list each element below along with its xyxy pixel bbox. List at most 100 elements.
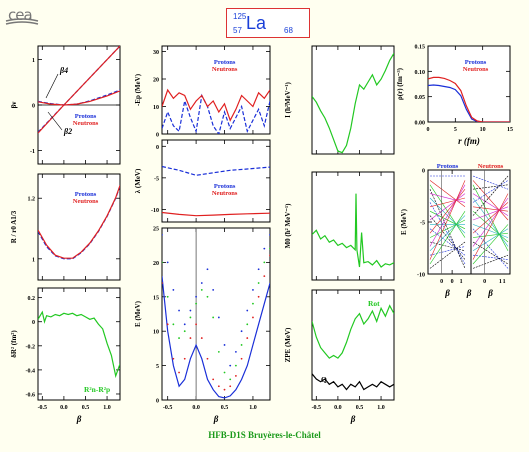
beta4-pointer — [45, 73, 59, 99]
neutron-number: 68 — [284, 26, 293, 35]
deformation-ylabel: βν — [10, 101, 18, 109]
zpe-series-1-line — [312, 373, 394, 391]
energy-xtick-label: 0.5 — [221, 405, 229, 411]
fermi-ylabel: λ (MeV) — [134, 168, 142, 193]
spectrum-level — [429, 193, 466, 203]
spectrum-ytick-label: 0 — [422, 169, 425, 175]
energy-ytick-label: 10 — [153, 330, 159, 336]
density-ytick-label: 0.05 — [415, 95, 426, 101]
spectrum-level — [472, 197, 509, 247]
energy-series-2-point — [212, 316, 215, 319]
q-annotation: Q — [321, 375, 327, 384]
spectrum-level — [429, 211, 466, 265]
pairing_gap-legend-protons: Protons — [214, 59, 236, 66]
energy-series-0-line — [162, 276, 270, 399]
spectrum-level — [472, 254, 509, 269]
energy-series-2-point — [166, 295, 169, 298]
deltaR2-xlabel: β — [76, 414, 82, 424]
energy-series-1-point — [269, 233, 270, 236]
energy-series-1-point — [189, 309, 192, 312]
density-series-1-line — [428, 76, 510, 122]
energy-series-2-point — [200, 289, 203, 291]
zpe-xtick-label: 1.0 — [377, 405, 385, 411]
deltaR2-ytick-label: 0 — [32, 320, 35, 326]
density-xtick-label: 10 — [480, 127, 486, 133]
pairing_gap-ytick-label: 20 — [153, 78, 159, 84]
energy-series-1-point — [263, 247, 266, 250]
spectrum-level — [429, 241, 466, 252]
logo-swoosh-icon — [5, 18, 39, 25]
zpe-xlabel: β — [350, 414, 356, 424]
spectrum-level — [472, 175, 509, 190]
energy-series-1-point — [223, 344, 226, 346]
fermi-ytick-label: 0 — [156, 145, 159, 151]
energy-series-1-point — [212, 289, 215, 291]
energy-series-1-point — [183, 323, 186, 326]
spectrum-ytick-label: -5 — [420, 221, 425, 227]
mass-ylabel: M0 (ħ² MeV⁻¹) — [284, 203, 292, 248]
density-legend-protons: Protons — [465, 59, 487, 66]
energy-series-3-point — [240, 357, 243, 360]
inertia-series-0-line — [312, 52, 394, 154]
spectrum-level — [472, 206, 509, 212]
density-ylabel: ρ(r) (fm⁻³) — [396, 67, 404, 100]
spectrum-title-1: Neutrons — [478, 163, 504, 170]
spectrum-level — [472, 224, 509, 265]
energy-series-3-point — [172, 357, 175, 360]
cea-logo: cea — [4, 6, 40, 28]
energy-series-3-point — [183, 357, 186, 360]
pairing_gap-ytick-label: 30 — [153, 50, 159, 56]
spectrum-level — [429, 228, 466, 256]
energy-series-3-point — [257, 295, 260, 298]
energy-series-3-point — [189, 337, 192, 339]
energy-ytick-label: 25 — [153, 227, 159, 233]
deltaR2-series-0-line — [38, 310, 120, 379]
radius-ytick-label: 1 — [32, 257, 35, 263]
density-xlabel: r (fm) — [458, 136, 480, 146]
radius-legend-neutrons: Neutrons — [73, 198, 99, 205]
spectrum-level — [429, 241, 466, 269]
energy-series-1-point — [252, 289, 254, 291]
rot-annotation: Rot — [368, 299, 380, 308]
inertia-ylabel: I (ħ²MeV⁻¹) — [284, 81, 292, 117]
energy-series-2-point — [223, 371, 226, 374]
energy-series-1-point — [166, 261, 169, 264]
deltaR2-xtick-label: 0.5 — [82, 405, 90, 411]
fermi-legend-protons: Protons — [214, 183, 236, 190]
chart-zpe: -0.5 0.0 0.5 1.0 β ZPE (MeV) Rot Q — [284, 289, 395, 424]
energy-ytick-label: 20 — [153, 261, 159, 267]
energy-series-3-point — [263, 275, 266, 278]
energy-series-2-point — [172, 323, 175, 326]
spectrum-level — [472, 241, 509, 265]
energy-series-1-point — [162, 233, 163, 236]
element-symbol: La — [246, 13, 267, 33]
fermi-ytick-label: -5 — [154, 176, 159, 182]
spectrum-level — [429, 197, 466, 208]
zpe-xtick-label: 0.5 — [356, 405, 364, 411]
energy-ytick-label: 15 — [153, 295, 159, 301]
deltaR2-ytick-label: -0.6 — [26, 392, 36, 398]
energy-series-1-point — [206, 268, 209, 271]
spectrum-ylabel: E (MeV) — [400, 208, 408, 235]
energy-xtick-label: -0.5 — [163, 405, 173, 411]
deformation-ytick-label: 1 — [32, 58, 35, 64]
pairing_gap-ylabel: -Ep (MeV) — [134, 73, 142, 106]
energy-series-3-point — [246, 337, 249, 339]
beta2-label: β2 — [63, 127, 72, 136]
energy-series-2-point — [195, 302, 198, 305]
spectrum-level — [429, 215, 466, 252]
deltaR2-xtick-label: 1.0 — [103, 405, 111, 411]
fermi-series-1-line — [162, 211, 270, 217]
density-legend-neutrons: Neutrons — [463, 66, 489, 73]
deltaR2-ytick-label: 0.2 — [28, 296, 36, 302]
beta4-label: β4 — [59, 66, 68, 75]
energy-series-2-point — [178, 337, 180, 339]
energy-series-1-point — [200, 282, 203, 284]
mass-frame — [311, 171, 395, 281]
spectrum-xtick-label: 0 — [440, 279, 443, 285]
energy-series-1-point — [234, 350, 237, 353]
energy-series-2-point — [229, 378, 232, 381]
radius-series-1-line — [38, 185, 120, 259]
energy-xtick-label: 0.0 — [192, 405, 200, 411]
